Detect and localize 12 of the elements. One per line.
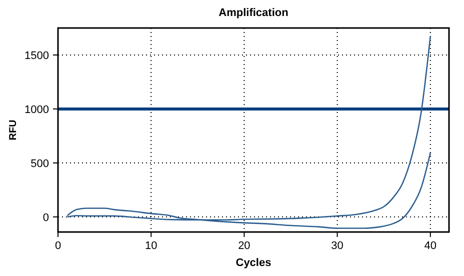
y-tick-label: 1500	[24, 50, 49, 62]
x-tick-label: 10	[144, 240, 158, 252]
y-tick-label: 1000	[24, 104, 49, 116]
x-tick-label: 30	[331, 240, 344, 252]
y-tick-label: 500	[30, 158, 49, 170]
y-tick-label: 0	[42, 212, 49, 224]
chart-title: Amplification	[218, 7, 289, 19]
x-tick-label: 40	[424, 240, 437, 252]
x-axis-title: Cycles	[236, 257, 272, 269]
y-axis-title: RFU	[8, 120, 19, 140]
x-tick-label: 0	[54, 240, 62, 252]
x-tick-label: 20	[238, 240, 250, 252]
